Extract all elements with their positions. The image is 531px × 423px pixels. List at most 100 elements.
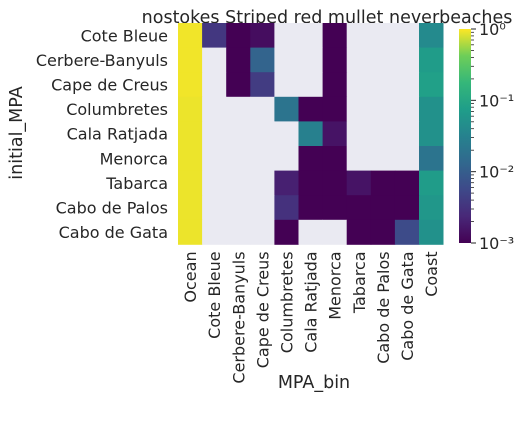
heatmap-cell (298, 23, 323, 48)
heatmap-cell (370, 170, 396, 196)
heatmap-cell (298, 72, 323, 98)
heatmap-cell (322, 121, 348, 147)
x-tick-label: Ocean (181, 251, 200, 302)
heatmap-cell (322, 96, 348, 122)
heatmap-cell (178, 146, 203, 171)
heatmap-cell (274, 219, 299, 245)
x-tick-label: Columbretes (277, 251, 296, 353)
heatmap-cell (250, 219, 275, 245)
heatmap-cell (226, 195, 251, 221)
heatmap-cell (274, 146, 299, 171)
heatmap-cell (322, 47, 348, 73)
heatmap-cell (178, 170, 203, 196)
heatmap-cell (226, 72, 251, 98)
heatmap-cell (394, 72, 420, 98)
heatmap-cell (274, 47, 299, 73)
heatmap-cell (274, 170, 299, 196)
heatmap-cell (322, 23, 348, 48)
y-tick-label: Cabo de Palos (56, 199, 168, 218)
heatmap-cell (346, 170, 372, 196)
heatmap-cell (394, 96, 420, 122)
y-tick-label: Columbretes (66, 100, 168, 119)
heatmap-cell (394, 219, 420, 245)
heatmap-cell (298, 170, 323, 196)
y-tick-label: Menorca (100, 149, 168, 168)
heatmap-cell (250, 170, 275, 196)
x-tick-label: Menorca (326, 251, 345, 319)
heatmap-cell (250, 23, 275, 48)
heatmap-cell (250, 146, 275, 171)
heatmap-cell (178, 219, 203, 245)
heatmap-cell (202, 23, 227, 48)
x-tick-label: Cerbere-Banyuls (229, 251, 248, 383)
colorbar-tick-label: 10⁰ (479, 20, 506, 39)
heatmap-cell (370, 23, 396, 48)
heatmap-cell (346, 47, 372, 73)
x-tick-label: Cote Bleue (205, 251, 224, 338)
heatmap-cell (226, 121, 251, 147)
heatmap-cell (202, 47, 227, 73)
heatmap-cell (370, 121, 396, 147)
heatmap-cell (250, 72, 275, 98)
heatmap-cell (298, 195, 323, 221)
heatmap-cell (226, 170, 251, 196)
heatmap-cell (226, 96, 251, 122)
heatmap-cell (274, 195, 299, 221)
heatmap-cell (419, 170, 444, 196)
colorbar-tick-label: 10⁻³ (479, 234, 514, 253)
heatmap-cell (346, 72, 372, 98)
heatmap-cell (346, 23, 372, 48)
heatmap-cell (322, 219, 348, 245)
heatmap-cell (394, 195, 420, 221)
heatmap-cell (419, 146, 444, 171)
heatmap-cell (178, 96, 203, 122)
heatmap-cell (419, 96, 444, 122)
heatmap-cell (178, 195, 203, 221)
x-tick-label: Cala Ratjada (302, 251, 321, 352)
heatmap-cell (394, 146, 420, 171)
heatmap-cell (202, 195, 227, 221)
heatmap-cell (250, 96, 275, 122)
heatmap-cell (202, 96, 227, 122)
heatmap-cell (298, 146, 323, 171)
heatmap-cell (298, 47, 323, 73)
heatmap-cell (178, 121, 203, 147)
y-tick-label: Cerbere-Banyuls (36, 51, 168, 70)
heatmap-cell (394, 170, 420, 196)
heatmap-cell (394, 23, 420, 48)
heatmap-cell (346, 195, 372, 221)
heatmap-cell (250, 195, 275, 221)
x-axis-label: MPA_bin (278, 373, 350, 393)
heatmap-cell (322, 146, 348, 171)
heatmap-cell (226, 47, 251, 73)
heatmap-cell (178, 47, 203, 73)
heatmap-cell (202, 146, 227, 171)
heatmap-cell (419, 72, 444, 98)
y-tick-label: Tabarca (105, 174, 168, 193)
heatmap-cell (322, 195, 348, 221)
heatmap-cell (322, 72, 348, 98)
heatmap-cell (178, 72, 203, 98)
heatmap-cell (419, 219, 444, 245)
heatmap-cell (394, 47, 420, 73)
x-tick-label: Coast (422, 251, 441, 296)
heatmap-cell (298, 219, 323, 245)
heatmap-cell (226, 146, 251, 171)
heatmap-cell (178, 23, 203, 48)
heatmap-cell (370, 72, 396, 98)
x-tick-labels: Ocean Cote Bleue Cerbere-Banyuls Cape de Cr… (181, 251, 441, 383)
heatmap-cell (202, 170, 227, 196)
heatmap-cell (419, 121, 444, 147)
heatmap-cell (370, 146, 396, 171)
y-tick-label: Cala Ratjada (67, 125, 168, 144)
y-tick-label: Cote Bleue (81, 26, 168, 45)
heatmap-cell (419, 47, 444, 73)
y-tick-label: Cape de Creus (51, 76, 168, 95)
x-tick-label: Cabo de Gata (398, 251, 417, 360)
heatmap-cell (370, 47, 396, 73)
heatmap-cell (226, 219, 251, 245)
colorbar-tick-label: 10⁻² (479, 163, 514, 182)
x-tick-label: Cape de Creus (253, 251, 272, 368)
heatmap-cell (274, 96, 299, 122)
